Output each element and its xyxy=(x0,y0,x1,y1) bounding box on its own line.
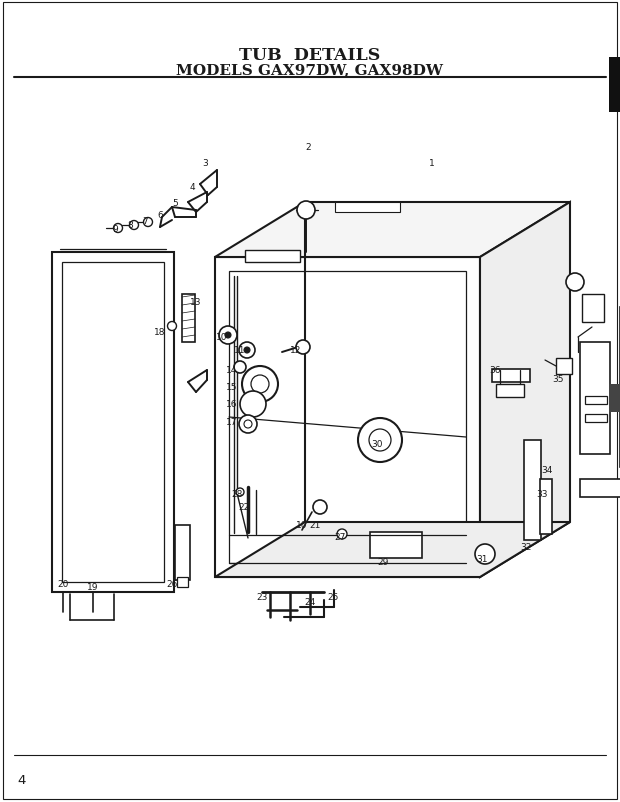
Text: 4: 4 xyxy=(18,774,26,787)
Circle shape xyxy=(113,225,123,233)
Circle shape xyxy=(297,202,315,220)
Text: 7: 7 xyxy=(142,217,148,225)
Bar xyxy=(540,480,552,534)
Circle shape xyxy=(251,375,269,394)
Text: 14: 14 xyxy=(226,366,237,375)
Bar xyxy=(175,525,190,581)
Bar xyxy=(492,370,530,383)
Bar xyxy=(335,203,400,213)
Bar xyxy=(52,253,174,592)
Circle shape xyxy=(244,420,252,428)
Text: 10: 10 xyxy=(216,333,228,342)
Bar xyxy=(182,294,195,342)
Bar xyxy=(585,396,607,404)
Text: 2: 2 xyxy=(305,144,311,152)
Text: 17: 17 xyxy=(226,418,237,427)
Text: 19: 19 xyxy=(87,583,99,592)
Text: 23: 23 xyxy=(256,593,268,602)
Text: 21: 21 xyxy=(309,520,321,529)
Circle shape xyxy=(358,419,402,463)
Text: 35: 35 xyxy=(552,375,564,384)
Text: 4: 4 xyxy=(189,184,195,192)
Polygon shape xyxy=(215,522,570,577)
Text: 15: 15 xyxy=(226,383,237,392)
Circle shape xyxy=(167,322,177,331)
Bar xyxy=(524,440,541,541)
Text: 6: 6 xyxy=(157,210,163,219)
Text: 30: 30 xyxy=(371,440,383,449)
Circle shape xyxy=(475,545,495,565)
Circle shape xyxy=(234,362,246,374)
Circle shape xyxy=(239,415,257,433)
Bar xyxy=(609,58,620,113)
Text: 10: 10 xyxy=(296,520,308,529)
Bar xyxy=(62,263,164,582)
Text: 11: 11 xyxy=(234,346,246,355)
Circle shape xyxy=(566,273,584,292)
Circle shape xyxy=(225,333,231,338)
Circle shape xyxy=(242,367,278,403)
Text: MODELS GAX97DW, GAX98DW: MODELS GAX97DW, GAX98DW xyxy=(177,63,443,77)
Polygon shape xyxy=(229,272,466,563)
Text: 12: 12 xyxy=(290,346,302,355)
Circle shape xyxy=(130,221,138,230)
Text: 24: 24 xyxy=(304,597,316,607)
Text: 26: 26 xyxy=(166,580,178,589)
Bar xyxy=(582,294,604,322)
Text: 18: 18 xyxy=(154,328,166,337)
Bar xyxy=(609,384,620,412)
Circle shape xyxy=(244,347,250,354)
Circle shape xyxy=(369,429,391,452)
Bar xyxy=(585,415,607,423)
Text: 33: 33 xyxy=(536,490,547,499)
Text: 29: 29 xyxy=(378,558,389,567)
Bar xyxy=(177,577,188,587)
Circle shape xyxy=(240,391,266,418)
Text: 36: 36 xyxy=(489,366,501,375)
Circle shape xyxy=(236,488,244,496)
Bar xyxy=(370,533,422,558)
Polygon shape xyxy=(480,203,570,577)
Bar xyxy=(580,342,610,455)
Polygon shape xyxy=(215,257,480,577)
Polygon shape xyxy=(215,203,570,257)
Text: 13: 13 xyxy=(190,298,202,307)
Text: 27: 27 xyxy=(334,533,346,542)
Circle shape xyxy=(313,500,327,514)
Circle shape xyxy=(219,326,237,345)
Text: eReplacementParts.com: eReplacementParts.com xyxy=(246,367,374,378)
Text: 22: 22 xyxy=(238,503,250,512)
Text: 32: 32 xyxy=(520,543,532,552)
Text: 25: 25 xyxy=(327,593,339,602)
Bar xyxy=(496,384,524,398)
Bar xyxy=(245,251,300,263)
Circle shape xyxy=(143,218,153,227)
Text: 34: 34 xyxy=(541,466,552,475)
Circle shape xyxy=(239,342,255,358)
Bar xyxy=(556,358,572,375)
Bar xyxy=(580,480,620,497)
Text: 8: 8 xyxy=(127,221,133,229)
Text: 20: 20 xyxy=(57,580,69,589)
Text: 28: 28 xyxy=(231,490,242,499)
Text: 31: 31 xyxy=(476,555,488,564)
Text: 9: 9 xyxy=(112,225,118,233)
Text: 1: 1 xyxy=(429,158,435,168)
Text: 16: 16 xyxy=(226,400,237,409)
Text: TUB  DETAILS: TUB DETAILS xyxy=(239,47,381,63)
Text: 3: 3 xyxy=(202,158,208,168)
Text: 5: 5 xyxy=(172,198,178,207)
Circle shape xyxy=(337,529,347,539)
Circle shape xyxy=(296,341,310,354)
